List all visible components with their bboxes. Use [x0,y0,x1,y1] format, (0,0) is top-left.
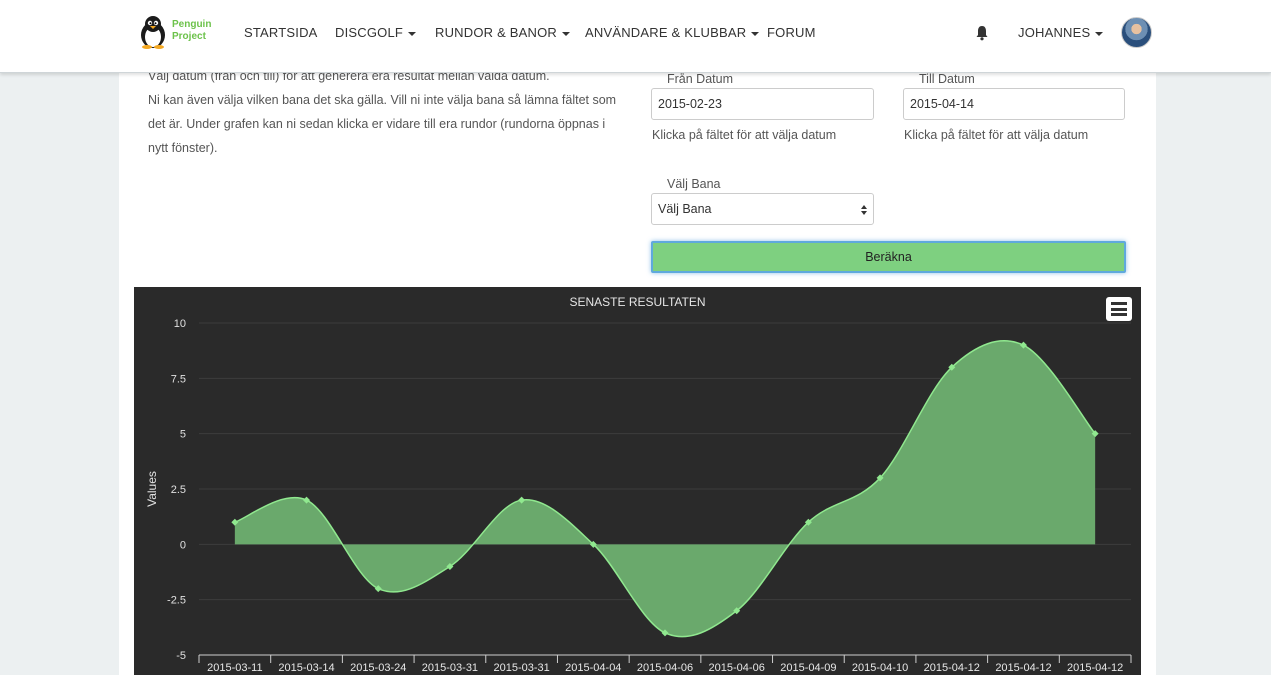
penguin-icon [141,16,165,49]
y-tick-label: -5 [176,650,186,662]
from-date-input[interactable] [651,88,874,120]
x-tick-label: 2015-04-06 [709,662,765,674]
bell-icon[interactable] [975,25,989,41]
avatar[interactable] [1121,17,1152,48]
from-date-help: Klicka på fältet för att välja datum [652,128,837,142]
data-point [876,474,884,482]
to-date-help: Klicka på fältet för att välja datum [904,128,1089,142]
data-point [446,562,454,570]
caret-down-icon [1095,31,1104,36]
y-tick-label: 5 [180,429,186,441]
x-tick-label: 2015-03-31 [422,662,478,674]
menu-bar [1111,307,1127,311]
caret-down-icon [751,31,760,36]
y-tick-label: 2.5 [171,484,186,496]
x-tick-label: 2015-04-12 [924,662,980,674]
menu-bar [1111,302,1127,305]
y-tick-label: 0 [180,539,186,551]
chart-menu-button[interactable] [1106,297,1132,321]
to-date-input[interactable] [903,88,1125,120]
caret-down-icon [408,31,417,36]
data-point [518,496,526,504]
chart-title: SENASTE RESULTATEN [569,295,706,309]
x-tick-label: 2015-04-12 [1067,662,1123,674]
x-tick-label: 2015-04-04 [565,662,621,674]
logo-line-1: Penguin [172,19,212,30]
logo-text: Penguin Project [172,19,211,43]
nav-label: STARTSIDA [244,25,318,40]
data-point [303,496,311,504]
results-chart: SENASTE RESULTATEN 10 7.5 5 2.5 0 -2.5 -5 Value… [134,287,1141,675]
x-tick-label: 2015-03-11 [207,662,262,674]
x-tick-label: 2015-03-31 [493,662,549,674]
chart-plot: 10 7.5 5 2.5 0 -2.5 -5 Values 2015-03-11 2015-03-… [145,318,1132,674]
x-tick-label: 2015-04-09 [780,662,836,674]
y-axis-label: Values [145,471,159,507]
y-tick-label: 10 [174,318,186,330]
data-point [1091,430,1099,438]
nav-forum[interactable]: FORUM [767,25,816,40]
calculate-button[interactable]: Beräkna [651,241,1126,273]
course-select-value: Välj Bana [658,202,712,216]
data-point [804,518,812,526]
series-area [234,340,1096,637]
nav-label: RUNDOR & BANOR [435,25,557,40]
x-tick-label: 2015-03-14 [278,662,334,674]
nav-startsida[interactable]: STARTSIDA [244,25,318,40]
x-tick-label: 2015-03-24 [350,662,406,674]
data-point [661,629,669,637]
data-point [589,540,597,548]
menu-bar [1111,313,1127,316]
top-navbar: Penguin Project STARTSIDA DISCGOLF RUNDO… [0,0,1271,73]
user-menu[interactable]: JOHANNES [1018,25,1104,40]
intro-line-2: Ni kan även välja vilken bana det ska gä… [148,93,617,155]
x-tick-label: 2015-04-10 [852,662,908,674]
data-point [374,585,382,593]
user-name: JOHANNES [1018,25,1091,40]
logo-line-2: Project [172,31,206,42]
x-tick-label: 2015-04-06 [637,662,693,674]
nav-label: DISCGOLF [335,25,404,40]
nav-anvandare-klubbar[interactable]: ANVÄNDARE & KLUBBAR [585,25,760,40]
y-tick-label: -2.5 [167,595,186,607]
course-label: Välj Bana [667,177,721,191]
caret-down-icon [561,31,570,36]
y-tick-label: 7.5 [171,373,186,385]
nav-label: ANVÄNDARE & KLUBBAR [585,25,747,40]
x-tick-label: 2015-04-12 [995,662,1051,674]
from-date-label: Från Datum [667,72,733,86]
to-date-label: Till Datum [919,72,975,86]
data-point [231,518,239,526]
nav-label: FORUM [767,25,816,40]
nav-discgolf[interactable]: DISCGOLF [335,25,417,40]
select-arrows-icon [861,205,867,215]
data-point [948,363,956,371]
course-select[interactable]: Välj Bana [651,193,874,225]
penguin-project-logo[interactable]: Penguin Project [137,15,217,51]
data-point [733,607,741,615]
nav-rundor-banor[interactable]: RUNDOR & BANOR [435,25,570,40]
intro-text: Välj datum (från och till) för att gener… [148,64,623,160]
data-point [1019,341,1027,349]
